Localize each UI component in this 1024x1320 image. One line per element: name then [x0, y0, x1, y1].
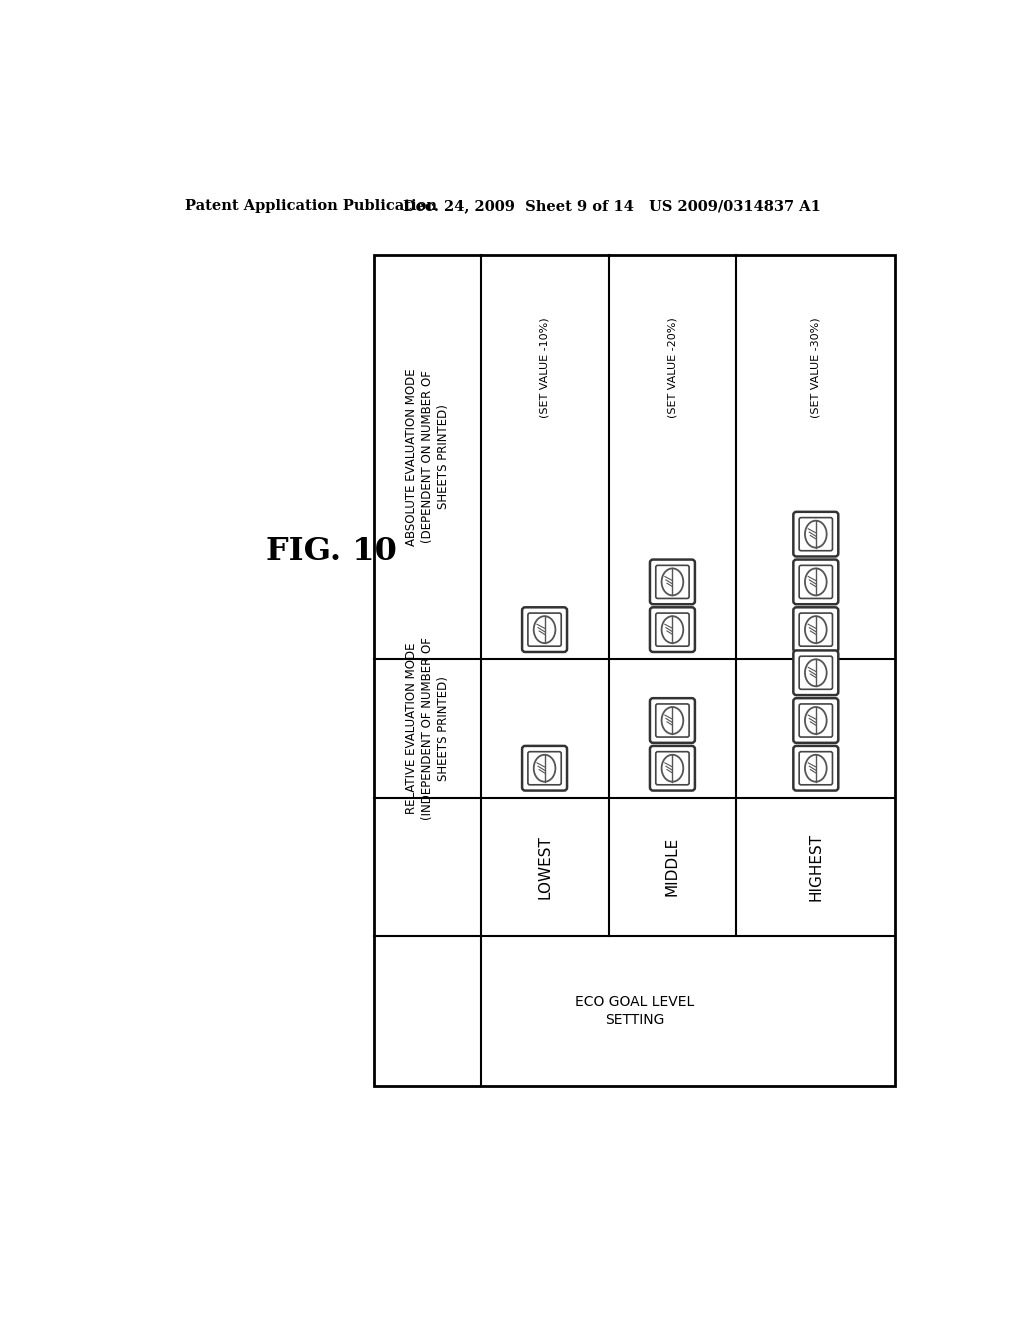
FancyBboxPatch shape: [794, 560, 839, 605]
FancyBboxPatch shape: [522, 746, 567, 791]
FancyBboxPatch shape: [799, 612, 833, 647]
FancyBboxPatch shape: [655, 751, 689, 785]
FancyBboxPatch shape: [794, 607, 839, 652]
Ellipse shape: [534, 616, 555, 643]
FancyBboxPatch shape: [528, 612, 561, 647]
FancyBboxPatch shape: [799, 565, 833, 598]
FancyBboxPatch shape: [799, 517, 833, 550]
Bar: [375, 255, 895, 1086]
FancyBboxPatch shape: [650, 560, 695, 605]
FancyBboxPatch shape: [528, 751, 561, 785]
Ellipse shape: [534, 755, 555, 781]
Ellipse shape: [662, 616, 683, 643]
Text: Dec. 24, 2009  Sheet 9 of 14: Dec. 24, 2009 Sheet 9 of 14: [403, 199, 634, 214]
FancyBboxPatch shape: [799, 704, 833, 737]
Text: (SET VALUE -20%): (SET VALUE -20%): [668, 318, 678, 418]
FancyBboxPatch shape: [799, 656, 833, 689]
Text: RELATIVE EVALUATION MODE
(INDEPENDENT OF NUMBER OF
SHEETS PRINTED): RELATIVE EVALUATION MODE (INDEPENDENT OF…: [406, 636, 450, 820]
Text: Patent Application Publication: Patent Application Publication: [184, 199, 436, 214]
Ellipse shape: [805, 569, 826, 595]
Ellipse shape: [662, 755, 683, 781]
Text: ECO GOAL LEVEL
SETTING: ECO GOAL LEVEL SETTING: [575, 995, 694, 1027]
FancyBboxPatch shape: [655, 704, 689, 737]
Text: LOWEST: LOWEST: [537, 834, 552, 899]
Text: ABSOLUTE EVALUATION MODE
(DEPENDENT ON NUMBER OF
SHEETS PRINTED): ABSOLUTE EVALUATION MODE (DEPENDENT ON N…: [406, 368, 450, 545]
Text: MIDDLE: MIDDLE: [665, 837, 680, 896]
Ellipse shape: [805, 520, 826, 548]
FancyBboxPatch shape: [650, 698, 695, 743]
FancyBboxPatch shape: [794, 698, 839, 743]
FancyBboxPatch shape: [794, 512, 839, 557]
FancyBboxPatch shape: [650, 746, 695, 791]
Ellipse shape: [805, 659, 826, 686]
Ellipse shape: [662, 569, 683, 595]
FancyBboxPatch shape: [522, 607, 567, 652]
Ellipse shape: [662, 708, 683, 734]
Ellipse shape: [805, 708, 826, 734]
FancyBboxPatch shape: [650, 607, 695, 652]
Text: HIGHEST: HIGHEST: [808, 833, 823, 900]
Text: US 2009/0314837 A1: US 2009/0314837 A1: [649, 199, 820, 214]
Text: (SET VALUE -30%): (SET VALUE -30%): [811, 318, 821, 418]
Ellipse shape: [805, 755, 826, 781]
Text: FIG. 10: FIG. 10: [266, 536, 397, 566]
Ellipse shape: [805, 616, 826, 643]
FancyBboxPatch shape: [799, 751, 833, 785]
FancyBboxPatch shape: [655, 612, 689, 647]
FancyBboxPatch shape: [794, 651, 839, 696]
FancyBboxPatch shape: [655, 565, 689, 598]
Text: (SET VALUE -10%): (SET VALUE -10%): [540, 318, 550, 418]
FancyBboxPatch shape: [794, 746, 839, 791]
